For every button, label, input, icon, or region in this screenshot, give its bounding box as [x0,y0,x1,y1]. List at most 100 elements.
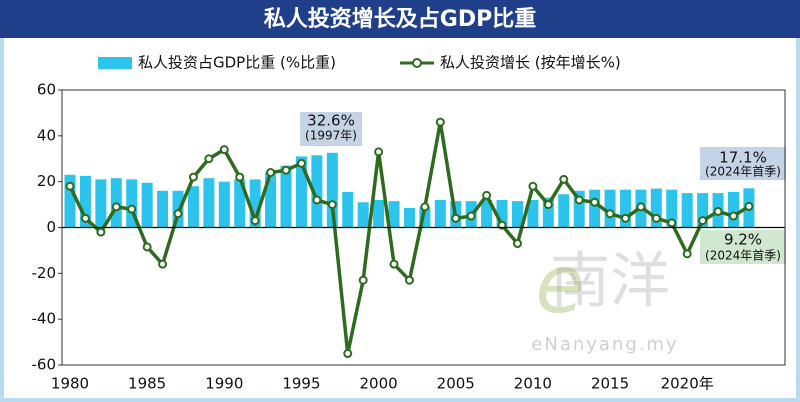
point [451,213,461,223]
bar [604,189,616,228]
point [636,202,646,212]
bar [697,193,709,228]
point [512,239,522,249]
point [590,197,600,207]
bar [619,189,631,228]
annotation-box [700,147,786,180]
bar [280,165,292,228]
point [435,117,445,127]
bar [342,191,354,228]
point [482,190,492,200]
bar [311,155,323,228]
x-tick-label: 2020年 [661,375,714,393]
bar [573,190,585,228]
point [651,213,661,223]
y-tick-label: 40 [37,126,56,144]
point [266,168,276,177]
point [158,259,168,269]
bar [187,186,199,228]
x-tick-label: 1990 [205,375,243,393]
bar [295,156,307,228]
watermark-site: eNanyang.my [531,334,678,355]
bar [589,189,601,228]
point [374,147,384,157]
point [219,145,229,155]
value-label: 9.2% [724,231,762,249]
point [466,211,476,221]
point [127,204,137,214]
chart-title: 私人投资增长及占GDP比重 [264,6,536,32]
bar [265,172,277,228]
point [389,259,399,269]
point [111,202,121,212]
x-tick-label: 2005 [437,375,475,393]
bar [558,194,570,228]
point [744,201,754,211]
legend-swatch [98,57,132,69]
point [173,209,183,219]
bar [681,193,693,228]
bar [403,208,415,228]
bar [542,197,554,228]
y-tick-label: 20 [37,172,56,190]
x-tick-label: 1980 [51,375,89,393]
bar [727,191,739,228]
point [188,172,198,182]
bar [126,179,138,228]
point [559,174,569,184]
bar [388,201,400,228]
title-banner [0,0,800,38]
point [620,213,630,223]
bar [79,175,91,228]
bar [496,200,508,228]
point [543,200,553,210]
point [713,206,723,216]
watermark-logo: 南洋 [550,247,670,317]
bar [511,201,523,228]
point [343,349,353,359]
y-tick-label: -20 [32,264,57,282]
point [235,172,245,182]
legend-label: 私人投资增长 (按年增长%) [440,54,621,72]
bar [95,179,107,228]
bar [64,174,76,228]
annotation-box [700,230,786,264]
x-tick-label: 1985 [128,375,166,393]
bar [157,190,169,228]
bar [172,190,184,228]
point [281,165,291,175]
point [65,181,75,191]
point [142,242,152,252]
bar [481,200,493,228]
y-tick-label: -40 [32,310,57,328]
point [250,216,260,226]
bar [666,189,678,228]
point [404,275,414,285]
legend-swatch [412,58,422,68]
bar [419,206,431,228]
x-tick-label: 1995 [282,375,320,393]
point [682,249,692,259]
bar [650,188,662,228]
x-tick-label: 2000 [360,375,398,393]
bar [203,178,215,228]
point [312,195,322,205]
point [96,227,106,237]
legend-label: 私人投资占GDP比重 (%比重) [138,54,336,72]
point [574,195,584,205]
y-tick-label: 60 [37,81,56,99]
annotation: (1997年) [305,129,357,143]
value-label: 17.1% [719,149,767,167]
annotation: (2024年首季) [705,249,781,263]
point [420,202,430,212]
bar [234,179,246,228]
point [698,216,708,226]
value-label: 32.6% [307,112,355,130]
point [605,209,615,219]
y-tick-label: -60 [32,356,57,374]
bar [249,179,261,228]
point [327,200,337,210]
y-tick-label: 0 [46,218,56,236]
bar [373,200,385,228]
